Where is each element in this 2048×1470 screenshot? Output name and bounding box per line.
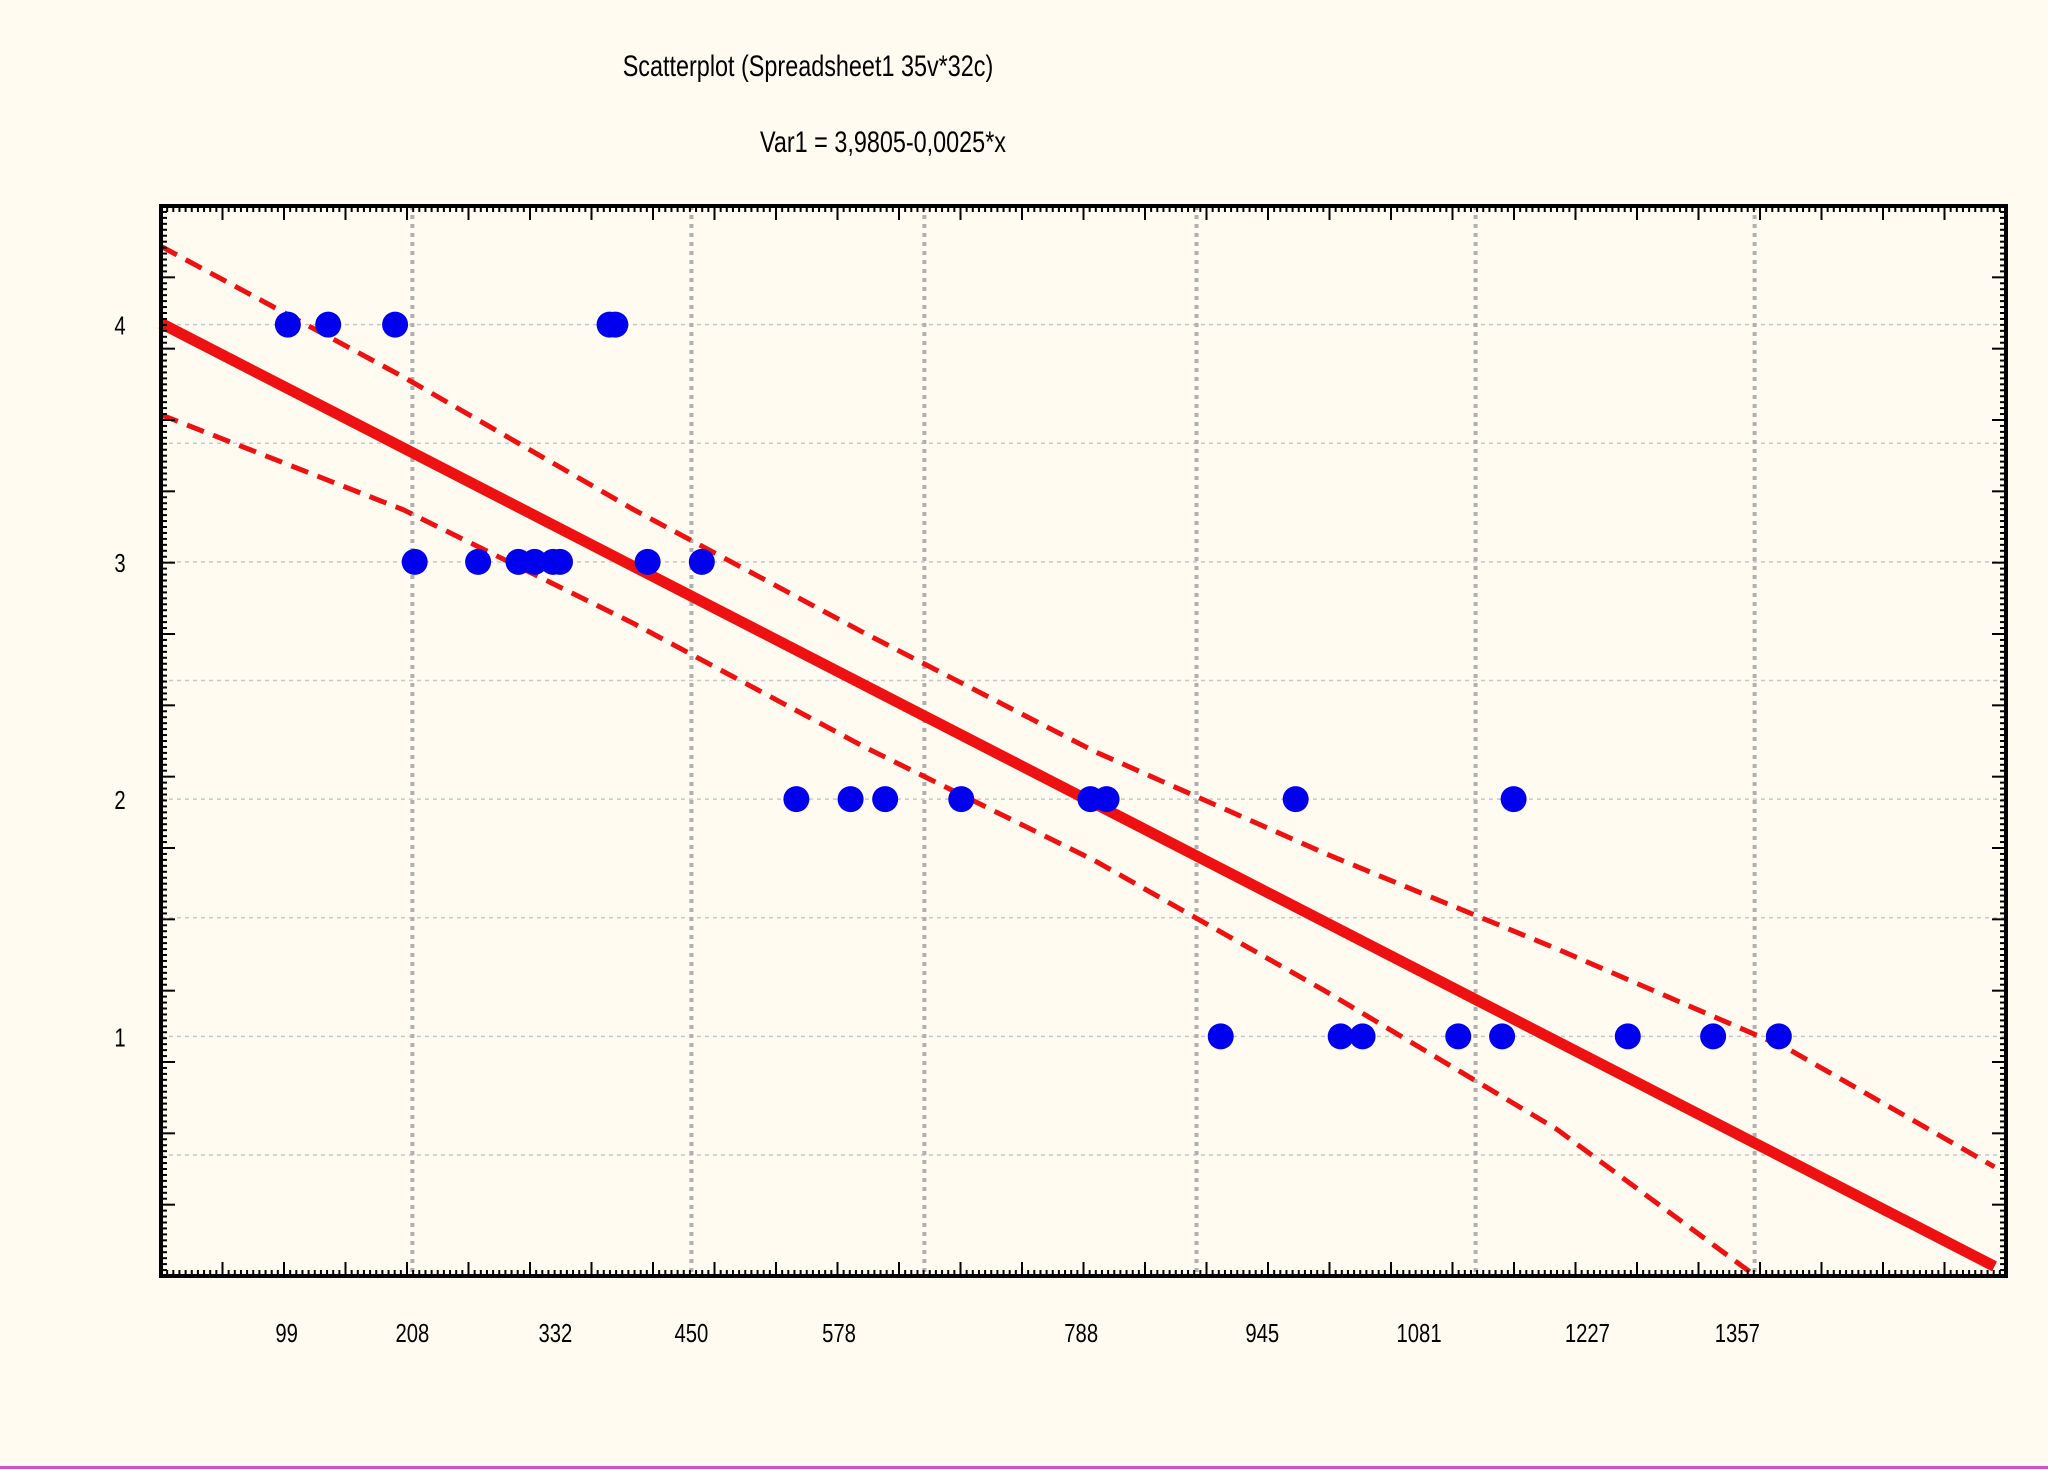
x-tick-label: 1081 xyxy=(1397,1319,1442,1348)
scatter-point xyxy=(872,786,899,813)
x-tick-label: 99 xyxy=(275,1319,298,1348)
x-tick-label: 332 xyxy=(538,1319,572,1348)
chart-subtitle: Var1 = 3,9805-0,0025*x xyxy=(760,125,1006,158)
scatter-point xyxy=(1500,786,1527,813)
regression-line xyxy=(158,318,1997,1272)
window-border xyxy=(0,1466,2048,1469)
scatter-point xyxy=(274,311,301,338)
scatter-point xyxy=(1614,1023,1641,1050)
y-tick-label: 1 xyxy=(114,1023,125,1052)
x-tick-label: 578 xyxy=(822,1319,856,1348)
scatter-point xyxy=(1207,1023,1234,1050)
x-tick-label: 208 xyxy=(395,1319,429,1348)
scatter-point xyxy=(315,311,342,338)
scatter-point xyxy=(401,548,428,575)
scatter-point xyxy=(1327,1023,1354,1050)
x-tick-label: 788 xyxy=(1064,1319,1098,1348)
scatter-point xyxy=(465,548,492,575)
x-tick-label: 1357 xyxy=(1715,1319,1760,1348)
scatter-point xyxy=(1765,1023,1792,1050)
plot-frame xyxy=(159,204,2008,1278)
scatter-point xyxy=(948,786,975,813)
x-tick-label: 945 xyxy=(1245,1319,1279,1348)
x-tick-label: 450 xyxy=(675,1319,709,1348)
scatter-point xyxy=(1282,786,1309,813)
tick-labels: 1 2 3 4 99 208 332 450 578 788 945 1081 1227 1357 xyxy=(114,311,1760,1347)
scatter-point xyxy=(837,786,864,813)
scatter-point xyxy=(634,548,661,575)
scatter-point xyxy=(546,548,573,575)
scatter-point xyxy=(602,311,629,338)
scatter-point xyxy=(783,786,810,813)
data-points xyxy=(274,311,1792,1050)
scatter-point xyxy=(1093,786,1120,813)
scatter-point xyxy=(1489,1023,1516,1050)
scatter-point xyxy=(688,548,715,575)
scatter-point xyxy=(1700,1023,1727,1050)
scatter-point xyxy=(1349,1023,1376,1050)
scatter-point xyxy=(1445,1023,1472,1050)
scatter-point xyxy=(521,548,548,575)
confidence-lower-line xyxy=(160,412,1754,1276)
regression-line-group xyxy=(158,318,1997,1272)
y-tick-label: 4 xyxy=(114,311,125,340)
grid-lines xyxy=(161,206,2006,1276)
axis-ticks xyxy=(160,205,2007,1277)
y-tick-label: 2 xyxy=(114,786,125,815)
x-tick-label: 1227 xyxy=(1565,1319,1610,1348)
confidence-band xyxy=(159,244,1996,1276)
y-tick-label: 3 xyxy=(114,548,125,577)
scatter-point xyxy=(382,311,409,338)
chart-title: Scatterplot (Spreadsheet1 35v*32c) xyxy=(623,49,994,82)
